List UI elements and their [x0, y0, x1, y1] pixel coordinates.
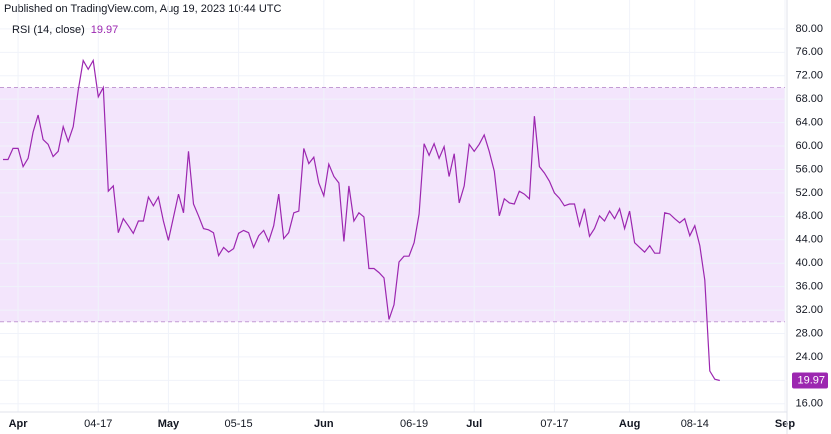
- last-value-badge: [792, 372, 828, 389]
- x-tick-label: Sep: [775, 418, 795, 430]
- y-tick-label: 72.00: [795, 70, 823, 82]
- rsi-band: [0, 87, 785, 322]
- x-tick-label: Jun: [314, 418, 334, 430]
- x-tick-label: 06-19: [400, 418, 428, 430]
- rsi-line: [3, 58, 720, 382]
- legend-value: 19.97: [91, 24, 119, 36]
- y-tick-label: 64.00: [795, 117, 823, 129]
- y-tick-label: 76.00: [795, 46, 823, 58]
- x-tick-label: 04-17: [84, 418, 112, 430]
- chart-title: Published on TradingView.com, Aug 19, 20…: [4, 3, 281, 15]
- y-tick-label: 40.00: [795, 257, 823, 269]
- y-tick-label: 52.00: [795, 187, 823, 199]
- legend-label: RSI (14, close): [12, 24, 85, 36]
- x-tick-label: 07-17: [540, 418, 568, 430]
- y-tick-label: 16.00: [795, 398, 823, 410]
- y-tick-label: 48.00: [795, 210, 823, 222]
- y-tick-label: 60.00: [795, 140, 823, 152]
- y-tick-label: 28.00: [795, 327, 823, 339]
- y-tick-label: 36.00: [795, 281, 823, 293]
- y-tick-label: 68.00: [795, 93, 823, 105]
- x-tick-label: Apr: [9, 418, 29, 430]
- x-tick-label: 05-15: [225, 418, 253, 430]
- y-tick-label: 24.00: [795, 351, 823, 363]
- y-tick-label: 56.00: [795, 163, 823, 175]
- x-tick-label: 08-14: [681, 418, 709, 430]
- y-tick-label: 44.00: [795, 234, 823, 246]
- x-tick-label: Jul: [466, 418, 482, 430]
- x-tick-label: Aug: [619, 418, 640, 430]
- x-tick-label: May: [158, 418, 180, 430]
- y-tick-label: 80.00: [795, 23, 823, 35]
- y-tick-label: 32.00: [795, 304, 823, 316]
- last-value-label: 19.97: [797, 374, 825, 386]
